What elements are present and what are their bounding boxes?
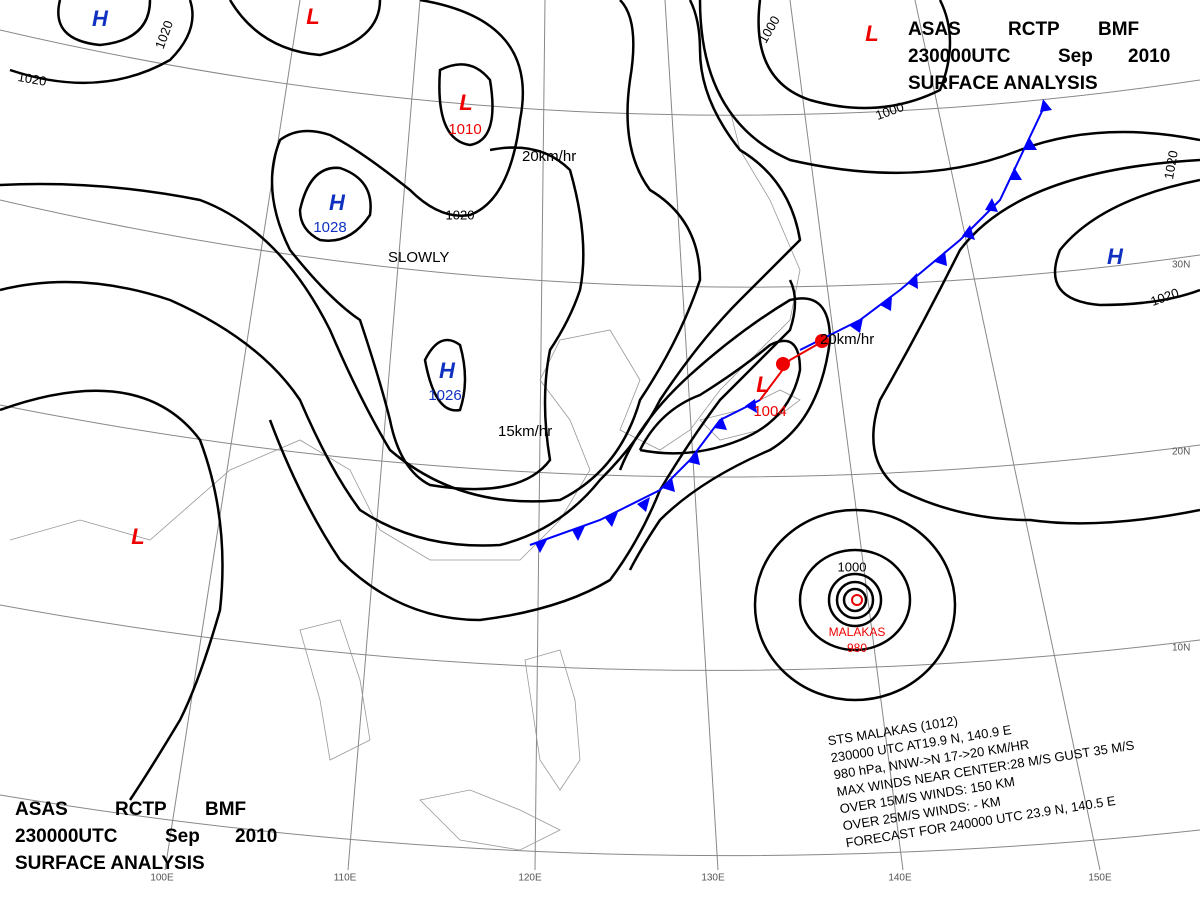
longitude-label: 130E bbox=[701, 873, 725, 884]
latitude-label: 20N bbox=[1172, 447, 1190, 458]
latitude-label: 10N bbox=[1172, 643, 1190, 654]
pressure-center-symbol: H bbox=[1107, 244, 1124, 269]
latitude-line bbox=[0, 604, 1200, 671]
isobar bbox=[872, 158, 1200, 525]
isobar bbox=[618, 297, 832, 571]
isobar bbox=[753, 508, 957, 702]
fronts bbox=[529, 99, 1052, 553]
header-agency: ASAS bbox=[15, 799, 68, 820]
header-office: BMF bbox=[1098, 19, 1139, 40]
latitude-line bbox=[0, 404, 1200, 478]
typhoon-pressure: 980 bbox=[847, 641, 867, 655]
isobar bbox=[0, 0, 702, 503]
longitude-line bbox=[534, 0, 546, 871]
header-station: RCTP bbox=[1008, 19, 1060, 40]
header-title: SURFACE ANALYSIS bbox=[908, 73, 1098, 94]
isobar bbox=[842, 587, 868, 613]
pressure-center-symbol: L bbox=[131, 524, 144, 549]
latitude-line bbox=[0, 794, 1200, 857]
longitude-label: 140E bbox=[888, 873, 912, 884]
longitude-label: 100E bbox=[150, 873, 174, 884]
isobar bbox=[268, 279, 797, 622]
cold-front bbox=[529, 399, 761, 546]
coastline bbox=[419, 789, 561, 851]
isobar bbox=[270, 0, 585, 491]
coastlines bbox=[9, 109, 801, 851]
isobar-label: 1020 bbox=[17, 69, 48, 89]
motion-label: 15km/hr bbox=[498, 423, 552, 440]
graticule bbox=[0, 0, 1200, 871]
isobar-label: 1020 bbox=[446, 207, 475, 222]
cold-front bbox=[799, 104, 1046, 351]
header-month: Sep bbox=[165, 826, 200, 847]
latitude-line bbox=[0, 29, 1200, 116]
typhoon-name: MALAKAS bbox=[829, 625, 886, 639]
header-year: 2010 bbox=[235, 826, 277, 847]
pressure-center-symbol: H bbox=[439, 358, 456, 383]
motion-label: SLOWLY bbox=[388, 249, 449, 266]
latitude-label: 30N bbox=[1172, 260, 1190, 271]
coastline bbox=[9, 109, 801, 561]
isobar bbox=[0, 0, 802, 547]
header-year: 2010 bbox=[1128, 46, 1170, 67]
pressure-center-symbol: L bbox=[756, 372, 769, 397]
front-semicircles bbox=[776, 334, 829, 371]
isobar bbox=[298, 166, 372, 242]
isobar bbox=[798, 548, 912, 652]
isobar bbox=[57, 0, 152, 47]
isobars bbox=[0, 0, 1200, 801]
warm-front bbox=[759, 339, 826, 401]
longitude-line bbox=[789, 0, 904, 871]
pressure-center-value: 1028 bbox=[313, 219, 346, 236]
isobar bbox=[423, 338, 467, 412]
header-office: BMF bbox=[205, 799, 246, 820]
isobar bbox=[757, 0, 952, 110]
pressure-center-value: 1026 bbox=[428, 387, 461, 404]
front-triangles bbox=[535, 99, 1052, 553]
pressure-center-value: 1010 bbox=[448, 121, 481, 138]
typhoon-symbol bbox=[851, 594, 863, 606]
pressure-center-value: 1004 bbox=[753, 403, 786, 420]
pressure-center-symbol: L bbox=[459, 90, 472, 115]
longitude-line bbox=[664, 0, 719, 871]
longitude-line bbox=[347, 0, 421, 871]
isobar bbox=[835, 580, 875, 620]
isobar bbox=[438, 63, 494, 147]
motion-label: 20km/hr bbox=[820, 331, 874, 348]
isobar bbox=[0, 389, 224, 801]
header-time: 230000UTC bbox=[908, 46, 1011, 67]
longitude-label: 110E bbox=[334, 873, 357, 884]
header-agency: ASAS bbox=[908, 19, 961, 40]
isobar-label: 1000 bbox=[838, 559, 867, 574]
isobar bbox=[698, 0, 1200, 175]
header-time: 230000UTC bbox=[15, 826, 118, 847]
pressure-center-symbol: H bbox=[329, 190, 346, 215]
isobar bbox=[228, 0, 382, 57]
header-title: SURFACE ANALYSIS bbox=[15, 853, 205, 874]
isobar bbox=[9, 0, 194, 85]
header-month: Sep bbox=[1058, 46, 1093, 67]
longitude-label: 120E bbox=[518, 873, 542, 884]
pressure-center-symbol: H bbox=[92, 6, 109, 31]
pressure-center-symbol: L bbox=[306, 4, 319, 29]
header-station: RCTP bbox=[115, 799, 167, 820]
isobar bbox=[1053, 178, 1200, 307]
longitude-label: 150E bbox=[1088, 873, 1112, 884]
longitude-line bbox=[914, 0, 1101, 871]
coastline bbox=[299, 619, 371, 761]
pressure-center-symbol: L bbox=[865, 21, 878, 46]
isobar bbox=[638, 339, 802, 455]
coastline bbox=[524, 649, 581, 791]
isobar-label: 1020 bbox=[1161, 149, 1181, 180]
isobar bbox=[827, 572, 883, 628]
latitude-line bbox=[0, 199, 1200, 288]
motion-label: 20km/hr bbox=[522, 148, 576, 165]
